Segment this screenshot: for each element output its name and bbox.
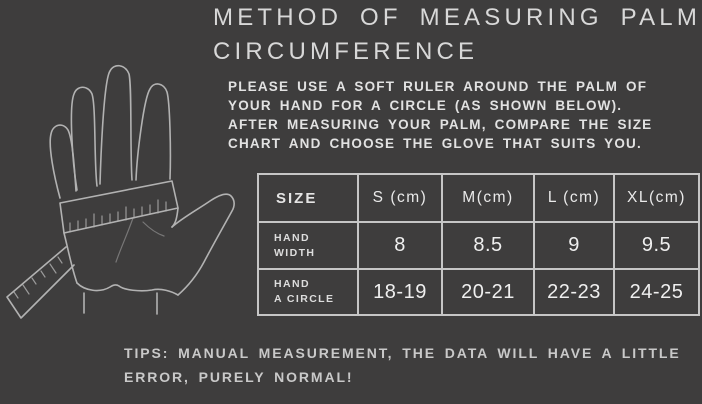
page-title: METHOD OF MEASURING PALM CIRCUMFERENCE — [213, 4, 702, 65]
header-cell-xl: XL(cm) — [613, 173, 700, 223]
cell-value: 18-19 — [357, 268, 443, 316]
cell-value: 24-25 — [613, 268, 700, 316]
hand-tape-measure-illustration — [6, 64, 235, 319]
size-chart-table: SIZE S (cm) M(cm) L (cm) XL(cm) HAND WID… — [257, 173, 700, 316]
header-cell-s: S (cm) — [357, 173, 443, 223]
cell-value: 9 — [533, 221, 615, 270]
cell-value: 20-21 — [441, 268, 535, 316]
cell-value: 9.5 — [613, 221, 700, 270]
table-header-row: SIZE S (cm) M(cm) L (cm) XL(cm) — [257, 173, 700, 223]
table-row-hand-width: HAND WIDTH 8 8.5 9 9.5 — [257, 221, 700, 270]
table-row-hand-circle: HAND A CIRCLE 18-19 20-21 22-23 24-25 — [257, 268, 700, 316]
palm-tape-band — [59, 180, 179, 234]
hand-outline — [49, 64, 235, 315]
cell-value: 8 — [357, 221, 443, 270]
cell-value: 8.5 — [441, 221, 535, 270]
tips-text: TIPS: MANUAL MEASUREMENT, THE DATA WILL … — [124, 345, 681, 385]
header-cell-m: M(cm) — [441, 173, 535, 223]
instructions-text: PLEASE USE A SOFT RULER AROUND THE PALM … — [228, 79, 653, 151]
row-label-hand-circle: HAND A CIRCLE — [257, 268, 359, 316]
header-cell-l: L (cm) — [533, 173, 615, 223]
measuring-tape-tail — [6, 246, 75, 319]
row-label-hand-width: HAND WIDTH — [257, 221, 359, 270]
cell-value: 22-23 — [533, 268, 615, 316]
header-cell-size: SIZE — [257, 173, 359, 223]
